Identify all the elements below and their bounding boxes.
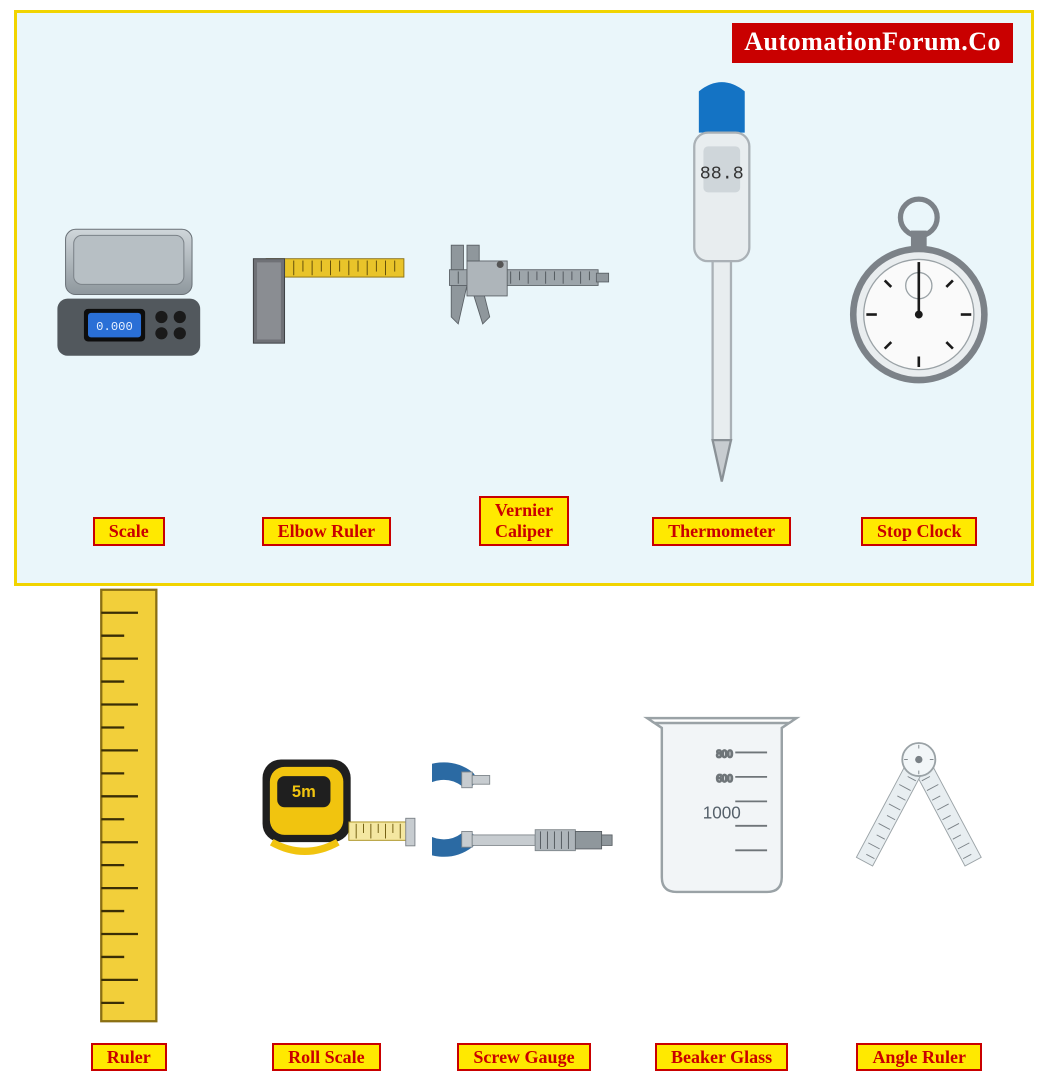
cell-thermometer: 88.8 Thermometer <box>630 73 814 546</box>
cell-elbow-ruler: Elbow Ruler <box>235 73 419 546</box>
thermometer-icon: 88.8 <box>630 73 814 509</box>
svg-text:800: 800 <box>716 748 733 760</box>
label-vernier: Vernier Caliper <box>479 496 569 545</box>
label-angle-ruler: Angle Ruler <box>856 1043 982 1071</box>
label-beaker: Beaker Glass <box>655 1043 788 1071</box>
cell-screw-gauge: Screw Gauge <box>432 576 616 1071</box>
tape-text: 5m <box>292 782 316 801</box>
tape-measure-icon: 5m <box>235 576 419 1035</box>
stopwatch-icon <box>827 73 1011 509</box>
svg-text:600: 600 <box>716 773 733 785</box>
instrument-grid: 0.000 Scale <box>37 73 1011 563</box>
vernier-caliper-icon <box>432 73 616 488</box>
label-scale: Scale <box>93 517 165 546</box>
cell-ruler: Ruler <box>37 576 221 1071</box>
cell-scale: 0.000 Scale <box>37 73 221 546</box>
brand-badge: AutomationForum.Co <box>732 23 1013 63</box>
cell-angle-ruler: Angle Ruler <box>827 576 1011 1071</box>
label-screw-gauge: Screw Gauge <box>457 1043 590 1071</box>
svg-text:88.8: 88.8 <box>700 164 744 185</box>
beaker-icon: 800 600 1000 <box>630 576 814 1035</box>
svg-text:0.000: 0.000 <box>96 320 133 334</box>
goniometer-icon <box>827 576 1011 1035</box>
label-thermometer: Thermometer <box>652 517 791 546</box>
cell-beaker: 800 600 1000 Beaker Glass <box>630 576 814 1071</box>
ruler-vertical-icon <box>37 576 221 1035</box>
try-square-icon <box>235 73 419 509</box>
cell-vernier: Vernier Caliper <box>432 73 616 546</box>
weighing-scale-icon: 0.000 <box>37 73 221 509</box>
cell-roll-scale: 5m Roll Scale <box>235 576 419 1071</box>
label-stop-clock: Stop Clock <box>861 517 978 546</box>
label-roll-scale: Roll Scale <box>272 1043 381 1071</box>
beaker-mark: 1000 <box>703 803 741 823</box>
infographic-frame: AutomationForum.Co 0.000 <box>14 10 1034 586</box>
label-ruler: Ruler <box>91 1043 167 1071</box>
micrometer-icon <box>432 576 616 1035</box>
label-elbow-ruler: Elbow Ruler <box>262 517 392 546</box>
cell-stop-clock: Stop Clock <box>827 73 1011 546</box>
